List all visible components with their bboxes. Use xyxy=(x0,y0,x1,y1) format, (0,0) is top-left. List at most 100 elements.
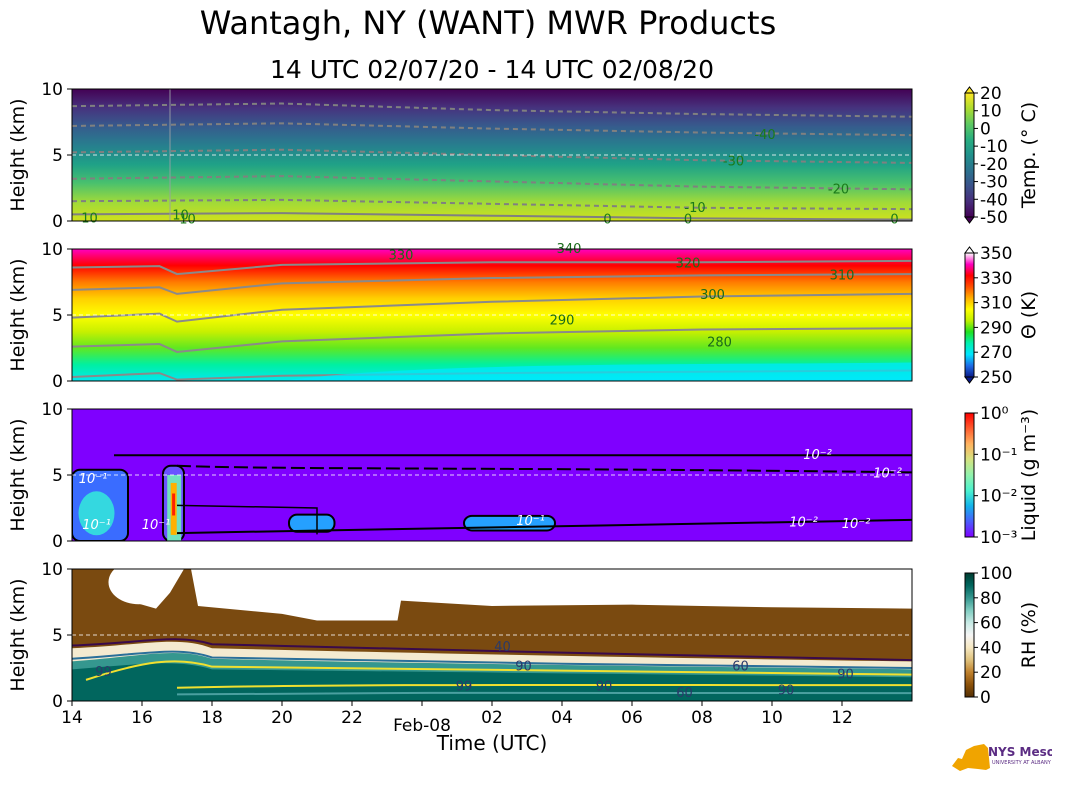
contour-label: 280 xyxy=(707,336,732,351)
contour-label: 330 xyxy=(389,249,414,264)
contour-label: 10⁻¹ xyxy=(79,472,108,487)
colorbar-tick-label: -30 xyxy=(980,173,1008,193)
nys-mesonet-logo: NYS Mesonet UNIVERSITY AT ALBANY xyxy=(952,744,1052,771)
colorbar-tick-label: 20 xyxy=(980,663,1002,683)
y-tick-label: 5 xyxy=(52,466,63,486)
y-tick-label: 0 xyxy=(52,372,63,392)
contour-label: 90 xyxy=(596,679,613,694)
colorbar-tick-label: 290 xyxy=(980,318,1012,338)
contour-label: 90 xyxy=(515,660,532,675)
rh-colorbar: 100 80 60 40 20 0 RH (%) xyxy=(964,564,1040,708)
contour-label: 300 xyxy=(700,288,725,303)
contour-label: 60 xyxy=(676,686,693,701)
contour-label: 10⁻¹ xyxy=(142,518,171,533)
colorbar-tick-label: 0 xyxy=(980,688,991,708)
contour-label: 0 xyxy=(890,213,898,228)
colorbar-label: RH (%) xyxy=(1018,602,1040,668)
x-tick-label: 02 xyxy=(481,708,503,728)
contour-label: 90 xyxy=(778,683,795,698)
contour-label: 40 xyxy=(494,640,511,655)
colorbar-tick-label: 40 xyxy=(980,638,1002,658)
y-axis-label: Height (km) xyxy=(7,418,29,531)
x-tick-label: 20 xyxy=(271,708,293,728)
theta-field xyxy=(72,249,912,381)
rh-field xyxy=(72,569,912,701)
panel-rh: 40 90 99 99 90 60 60 90 90 0 5 10 Height (km) 100 80 60… xyxy=(7,560,1040,712)
colorbar-tick-label: -50 xyxy=(980,208,1008,228)
y-tick-label: 0 xyxy=(52,212,63,232)
y-tick-label: 5 xyxy=(52,146,63,166)
contour-label: 10⁻² xyxy=(803,448,832,463)
colorbar-tick-label: -40 xyxy=(980,190,1008,210)
colorbar-tick-label: 270 xyxy=(980,343,1012,363)
contour-label: 60 xyxy=(732,660,749,675)
contour-label: -30 xyxy=(723,155,744,170)
colorbar-tick-label: -10 xyxy=(980,137,1008,157)
contour-label: 10 xyxy=(172,209,189,224)
y-tick-label: 5 xyxy=(52,306,63,326)
contour-label: 10 xyxy=(179,213,196,228)
x-tick-label: 14 xyxy=(61,708,83,728)
contour-label: 310 xyxy=(830,268,855,283)
y-tick-label: 0 xyxy=(52,692,63,712)
colorbar-tick-label: 330 xyxy=(980,269,1012,289)
contour-label: 99 xyxy=(456,679,473,694)
x-tick-label: 08 xyxy=(691,708,713,728)
contour-label: 10⁻² xyxy=(842,517,871,532)
x-tick-label: Feb-08 xyxy=(393,716,451,736)
colorbar-label: Liquid (g m⁻³) xyxy=(1018,409,1040,541)
colorbar-tick-label: -20 xyxy=(980,155,1008,175)
nys-state-shape-icon xyxy=(952,744,990,771)
colorbar-tick-label: 60 xyxy=(980,614,1002,634)
liquid-field xyxy=(72,409,912,541)
theta-colorbar: 350 330 310 290 270 250 Θ (K) xyxy=(964,244,1040,388)
colorbar-label: Θ (K) xyxy=(1018,291,1040,339)
colorbar-label: Temp. (° C) xyxy=(1018,102,1040,209)
x-tick-label: 04 xyxy=(551,708,573,728)
colorbar-tick-label: 310 xyxy=(980,294,1012,314)
temperature-field xyxy=(72,89,912,221)
y-tick-label: 0 xyxy=(52,532,63,552)
colorbar-tick-label: 20 xyxy=(980,84,1002,104)
contour-label: 290 xyxy=(550,313,575,328)
contour-label: 10⁻² xyxy=(789,516,818,531)
y-tick-label: 10 xyxy=(41,240,63,260)
colorbar-tick-label: 80 xyxy=(980,589,1002,609)
x-tick-label: 12 xyxy=(831,708,853,728)
panel-liquid: 10⁻¹ 10⁻¹ 10⁻¹ 10⁻¹ 10⁻² 10⁻² 10⁻² 10⁻² 0 5 10 Heig… xyxy=(7,400,1040,552)
x-axis-label: Time (UTC) xyxy=(436,731,548,755)
figure-subtitle: 14 UTC 02/07/20 - 14 UTC 02/08/20 xyxy=(269,55,714,84)
logo-text: NYS Mesonet xyxy=(988,745,1052,759)
colorbar-tick-label: 10⁻² xyxy=(980,487,1017,507)
y-axis-label: Height (km) xyxy=(7,578,29,691)
contour-label: 0 xyxy=(603,213,611,228)
colorbar-tick-label: 10⁰ xyxy=(980,404,1009,424)
x-tick-label: 18 xyxy=(201,708,223,728)
colorbar-tick-label: 10 xyxy=(980,102,1002,122)
colorbar-tick-label: 0 xyxy=(980,119,991,139)
y-tick-label: 10 xyxy=(41,560,63,580)
y-tick-label: 5 xyxy=(52,626,63,646)
x-tick-label: 22 xyxy=(341,708,363,728)
y-axis-label: Height (km) xyxy=(7,258,29,371)
contour-label: 10⁻² xyxy=(873,467,902,482)
liquid-colorbar: 10⁰ 10⁻¹ 10⁻² 10⁻³ Liquid (g m⁻³) xyxy=(964,404,1040,548)
contour-label: 10⁻¹ xyxy=(82,518,111,533)
contour-label: 90 xyxy=(837,668,854,683)
contour-label: 10⁻¹ xyxy=(516,514,545,529)
colorbar-tick-label: 350 xyxy=(980,244,1012,264)
x-tick-label: 16 xyxy=(131,708,153,728)
contour-label: -20 xyxy=(828,182,849,197)
y-axis-label: Height (km) xyxy=(7,98,29,211)
y-tick-label: 10 xyxy=(41,80,63,100)
colorbar-tick-label: 10⁻³ xyxy=(980,528,1017,548)
contour-label: 0 xyxy=(684,213,692,228)
logo-subtext: UNIVERSITY AT ALBANY xyxy=(992,760,1052,766)
contour-label: -40 xyxy=(754,128,775,143)
colorbar-tick-label: 100 xyxy=(980,564,1012,584)
x-tick-label: 06 xyxy=(621,708,643,728)
